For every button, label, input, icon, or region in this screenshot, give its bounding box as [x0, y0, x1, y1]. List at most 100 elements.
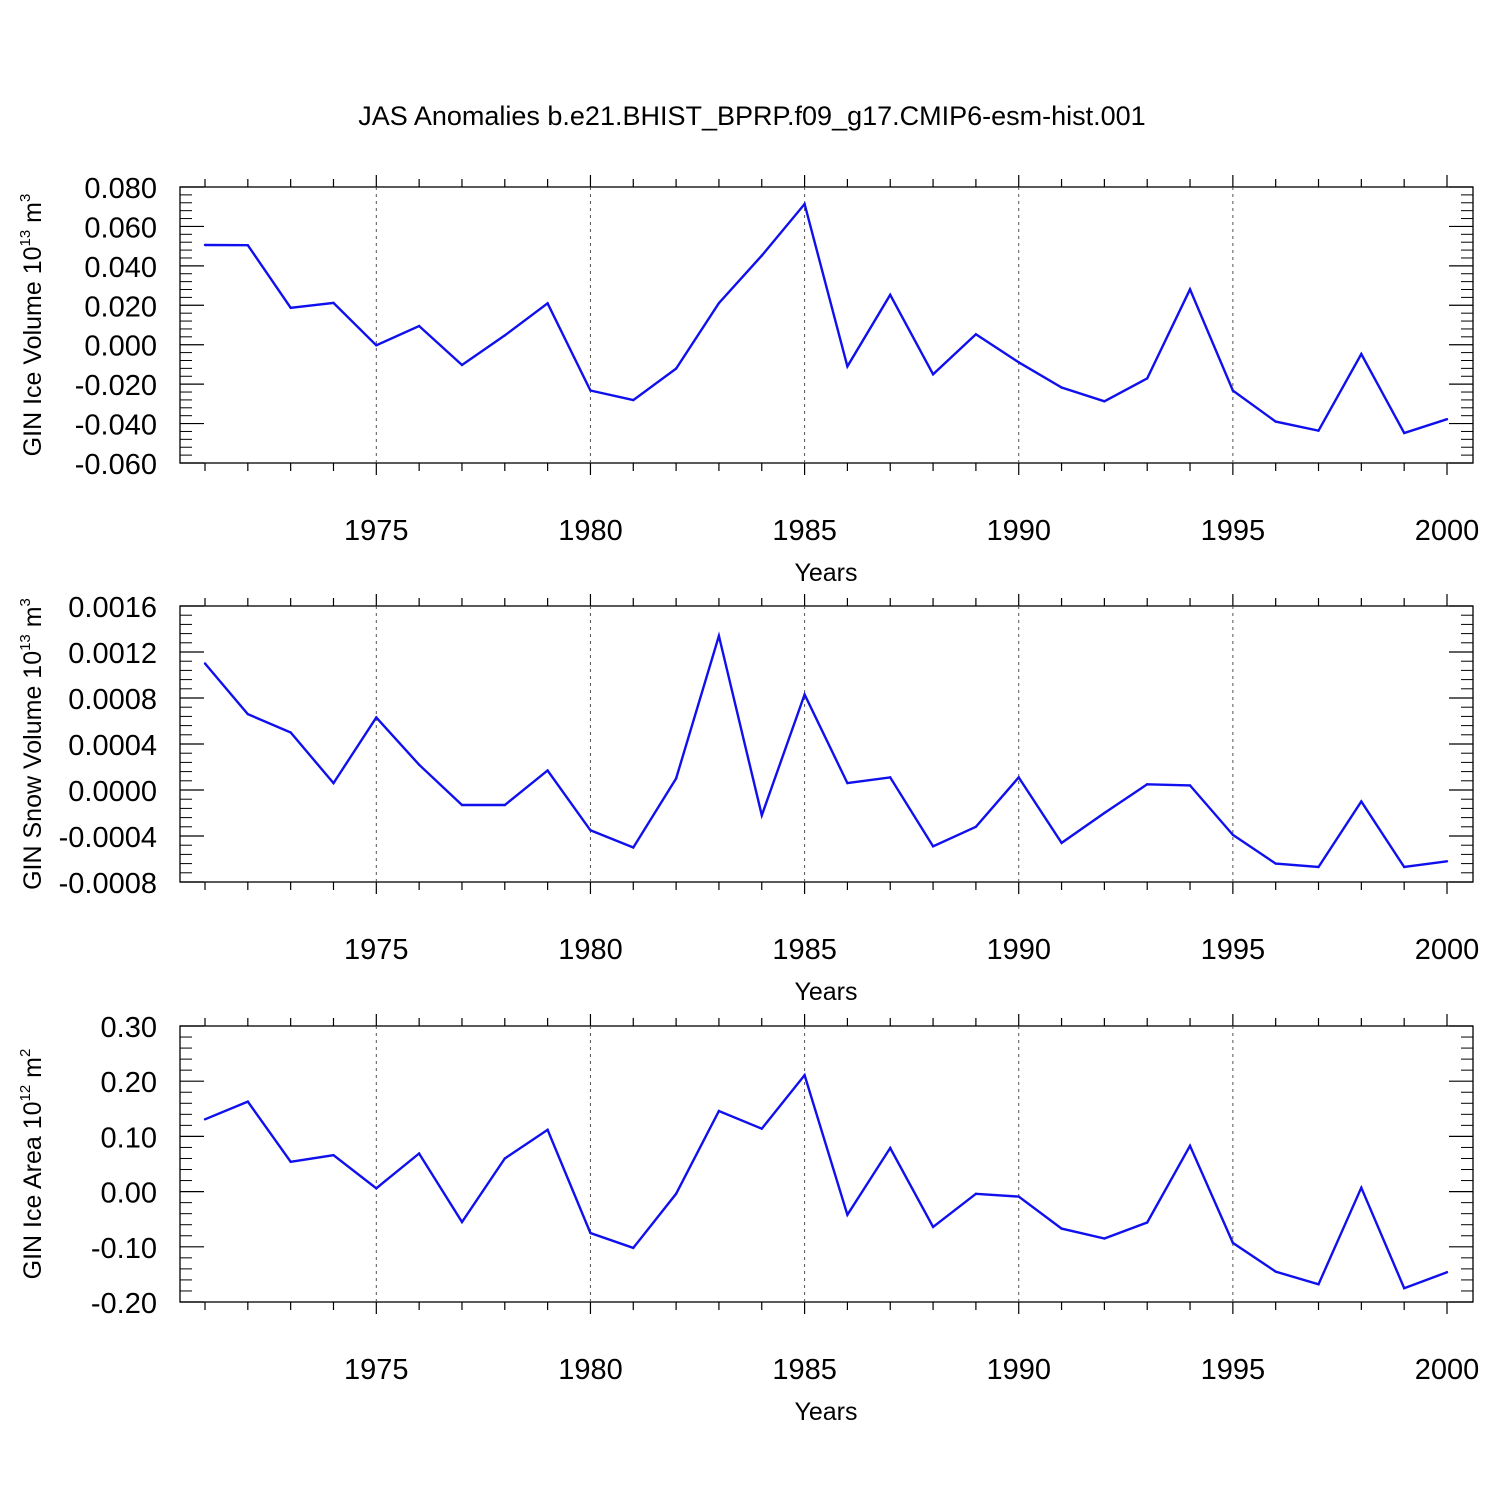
data-point	[332, 1153, 335, 1157]
data-point	[803, 202, 806, 206]
x-tick-label: 1985	[772, 1354, 837, 1386]
chart-panel-2: 1975 1980 1985 1990 1995 2000 Years 0.0016 0.001…	[17, 592, 1479, 1006]
data-point	[717, 1109, 721, 1113]
data-point	[889, 1146, 892, 1150]
data-point	[589, 829, 592, 832]
data-point	[375, 344, 378, 347]
data-point	[889, 293, 892, 297]
data-point	[1188, 288, 1192, 291]
data-point	[1146, 1221, 1149, 1224]
y-axis-title: GIN Snow Volume 1013 m3	[17, 598, 47, 890]
data-point	[203, 243, 207, 247]
chart-panels: 1975 1980 1985 1990 1995 2000 Years 0.080 0.060 0…	[17, 173, 1479, 1426]
figure-title: JAS Anomalies b.e21.BHIST_BPRP.f09_g17.C…	[358, 101, 1145, 131]
data-point	[1060, 386, 1063, 389]
data-point	[803, 1073, 806, 1077]
data-point	[289, 731, 292, 734]
data-point	[1317, 865, 1320, 869]
data-point	[1103, 400, 1106, 403]
y-axis-title: GIN Ice Volume 1013 m3	[17, 194, 47, 457]
x-tick-label: 1995	[1201, 515, 1266, 547]
x-tick-label: 1975	[344, 934, 409, 966]
y-axis-title-superscript: 13	[17, 634, 34, 651]
y-tick-label: 0.00	[101, 1178, 157, 1210]
data-point	[1231, 1241, 1235, 1245]
data-point	[332, 781, 335, 785]
data-point	[931, 845, 935, 848]
x-tick-label: 1990	[986, 1354, 1051, 1386]
data-point	[1360, 800, 1363, 803]
x-tick-label: 1980	[558, 1354, 623, 1386]
chart-panel-1: 1975 1980 1985 1990 1995 2000 Years 0.080 0.060 0…	[17, 173, 1479, 587]
y-tick-label: 0.000	[84, 331, 157, 363]
data-point	[1445, 1270, 1449, 1274]
x-tick-label: 1995	[1201, 934, 1266, 966]
y-tick-label: -0.040	[75, 410, 157, 442]
data-point	[546, 302, 549, 305]
y-tick-label: -0.020	[75, 370, 157, 402]
data-point	[1360, 352, 1363, 356]
plot-frame	[179, 186, 1474, 464]
data-point	[1274, 1270, 1277, 1273]
data-point	[803, 693, 806, 696]
data-point	[931, 373, 935, 376]
data-point	[203, 662, 207, 665]
series-line	[204, 631, 1448, 869]
y-tick-label: -0.0008	[59, 868, 157, 900]
y-axis-title-superscript: 3	[17, 598, 34, 606]
y-tick-label: 0.0016	[68, 592, 157, 624]
data-point	[589, 389, 592, 392]
data-point	[1274, 420, 1277, 423]
chart-panel-3: 1975 1980 1985 1990 1995 2000 Years 0.30 0.20 0.1…	[17, 1012, 1479, 1426]
data-point	[246, 243, 250, 247]
y-axis-title-text: GIN Ice Area 10	[19, 1101, 47, 1279]
y-axis-title-superscript: 12	[17, 1085, 34, 1102]
x-tick-label: 2000	[1415, 515, 1480, 547]
data-point	[546, 1128, 549, 1131]
x-tick-label: 1975	[344, 1354, 409, 1386]
data-point	[417, 324, 421, 328]
y-tick-label: 0.0008	[68, 684, 157, 716]
y-tick-label: 0.080	[84, 173, 157, 205]
y-axis-title-text: GIN Snow Volume 10	[19, 651, 47, 890]
data-point	[203, 1118, 207, 1121]
x-tick-label: 1985	[772, 934, 837, 966]
series-line	[204, 1072, 1448, 1290]
x-tick-label: 1980	[558, 934, 623, 966]
x-axis-title: Years	[794, 559, 857, 587]
x-tick-label: 1990	[986, 515, 1051, 547]
x-tick-label: 1990	[986, 934, 1051, 966]
data-point	[632, 398, 635, 402]
data-point	[674, 367, 678, 370]
data-point	[375, 716, 378, 719]
data-point	[1103, 811, 1106, 815]
data-point	[332, 301, 335, 305]
data-point	[1274, 862, 1277, 865]
data-point	[717, 301, 721, 305]
x-tick-label: 2000	[1415, 1354, 1480, 1386]
plot-frame	[179, 605, 1474, 883]
data-point	[1402, 865, 1406, 869]
x-tick-label: 1980	[558, 515, 623, 547]
data-point	[1188, 784, 1192, 787]
data-point	[931, 1225, 935, 1229]
data-point	[546, 769, 549, 772]
data-point	[417, 1152, 421, 1155]
data-point	[1146, 377, 1149, 380]
data-point	[1103, 1237, 1106, 1240]
x-tick-label: 1985	[772, 515, 837, 547]
y-axis-title-text: GIN Ice Volume 10	[19, 246, 47, 456]
data-point	[503, 334, 506, 337]
data-point	[760, 814, 763, 817]
data-point	[246, 712, 250, 716]
y-axis-title-text: m	[19, 202, 47, 230]
data-point	[1445, 860, 1449, 863]
y-tick-label: -0.060	[75, 449, 157, 481]
data-point	[760, 1127, 763, 1130]
data-point	[289, 1160, 292, 1163]
data-point	[1317, 429, 1320, 432]
data-point	[1017, 776, 1020, 779]
data-point	[632, 1246, 635, 1250]
data-point	[674, 1192, 678, 1196]
data-point	[974, 333, 978, 336]
